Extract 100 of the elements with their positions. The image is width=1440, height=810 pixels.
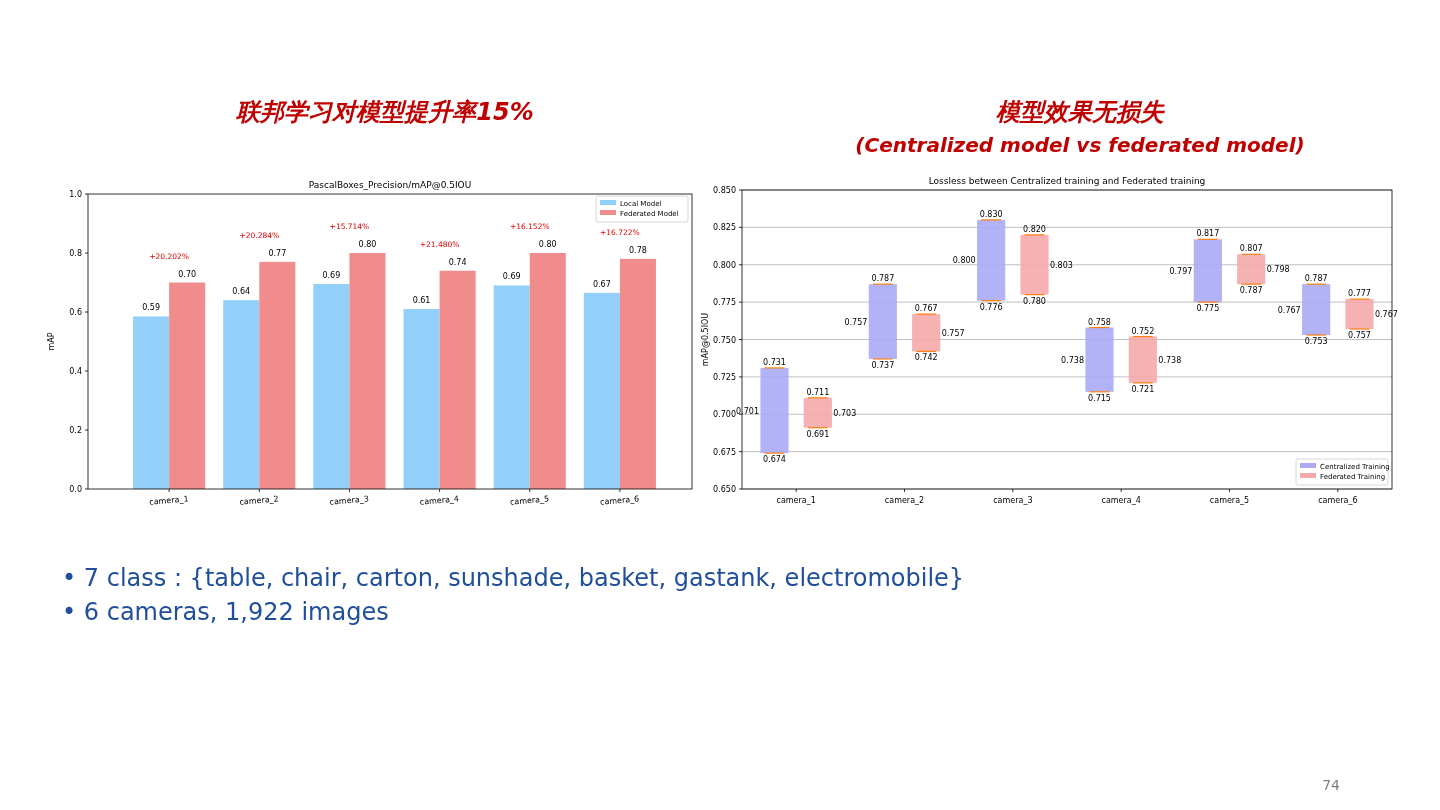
annotation: 0.817: [1196, 229, 1220, 239]
data-label: 0.59: [142, 303, 161, 313]
annotation: 0.731: [763, 357, 786, 367]
annotation: 0.775: [1196, 304, 1220, 314]
y-axis-title: mAP: [47, 332, 56, 351]
x-tick-label: camera_2: [239, 494, 280, 507]
x-tick-label: camera_5: [509, 494, 550, 507]
bar: [1302, 284, 1331, 336]
y-axis-title: mAP@0.5IOU: [701, 312, 710, 367]
y-tick-label: 0.6: [69, 308, 82, 317]
text: Lossless between Centralized training and Federated training: [928, 176, 1206, 186]
annotation: 0.701: [736, 406, 760, 416]
annotation: 0.767: [914, 304, 938, 314]
y-tick-label: 0.750: [713, 335, 736, 345]
y-tick-label: 0.675: [713, 447, 736, 457]
bar: [619, 258, 656, 489]
x-tick-label: camera_3: [329, 494, 370, 507]
bar: [1085, 327, 1114, 392]
annotation: 0.757: [1348, 331, 1371, 341]
x-tick-label: camera_4: [419, 494, 460, 507]
bar: [169, 282, 206, 489]
annotation: 0.738: [1158, 355, 1182, 365]
annotation: 0.767: [1277, 305, 1301, 315]
bar: [223, 300, 260, 489]
annotation: 0.800: [952, 256, 976, 266]
annotation: 0.691: [806, 429, 830, 439]
annotation: 0.767: [1374, 310, 1398, 320]
y-tick-label: 0.2: [69, 426, 82, 435]
annotation: 0.797: [1169, 266, 1193, 276]
data-label: 0.69: [502, 272, 521, 282]
y-tick-label: 0.0: [69, 485, 82, 494]
bar: [912, 314, 941, 352]
annotation: 0.803: [1049, 260, 1073, 270]
bar: [868, 284, 897, 359]
y-tick-label: 0.775: [713, 298, 736, 308]
x-tick-label: camera_1: [776, 496, 816, 505]
data-label: 0.78: [629, 245, 647, 255]
bar: [803, 397, 832, 428]
data-label: 0.77: [268, 248, 287, 258]
data-label: 0.80: [538, 240, 557, 249]
bar: [349, 253, 386, 489]
text: 74: [1322, 777, 1341, 793]
data-label: 0.64: [232, 287, 251, 297]
x-tick-label: camera_2: [884, 496, 925, 505]
chart-title: 模型效果无损失: [995, 98, 1166, 126]
annotation: 0.715: [1088, 393, 1111, 403]
x-tick-label: camera_3: [993, 496, 1033, 505]
annotation: 0.776: [979, 302, 1003, 312]
bar: [1020, 234, 1049, 295]
bar: [529, 253, 566, 489]
data-label: 0.67: [592, 279, 611, 289]
bar: [760, 367, 789, 454]
annotation: 0.737: [871, 360, 895, 370]
annotation: 0.711: [806, 387, 830, 397]
annotation: 0.757: [844, 317, 868, 327]
x-tick-label: camera_6: [1318, 496, 1358, 505]
bar: [1237, 254, 1266, 285]
y-tick-label: 1.0: [69, 190, 82, 199]
x-tick-label: camera_5: [1209, 496, 1250, 505]
annotation: 0.787: [871, 274, 895, 284]
x-tick-label: camera_1: [148, 494, 189, 507]
y-tick-label: 0.700: [713, 410, 736, 420]
annotation: 0.787: [1304, 274, 1328, 284]
chart-subtitle: (Centralized model vs federated model): [855, 133, 1305, 157]
y-tick-label: 0.8: [69, 249, 82, 258]
bar: [133, 316, 170, 489]
bar: [583, 292, 620, 489]
bar: [1128, 336, 1157, 383]
bar: [313, 283, 350, 489]
y-tick-label: 0.4: [69, 367, 82, 376]
y-tick-label: 0.725: [713, 372, 736, 382]
data-label: 0.61: [412, 296, 431, 306]
data-label: 0.80: [358, 240, 377, 249]
annotation: 0.798: [1266, 265, 1290, 275]
data-label: 0.70: [178, 269, 197, 279]
annotation: 0.742: [914, 353, 938, 363]
annotation: 0.721: [1131, 384, 1155, 394]
annotation: 0.738: [1061, 355, 1085, 365]
annotation: 0.674: [763, 455, 786, 465]
annotation: 0.777: [1348, 289, 1371, 299]
data-label: 0.74: [448, 257, 467, 267]
bar: [259, 261, 296, 489]
bar: [1345, 299, 1374, 330]
annotation: 0.757: [941, 328, 965, 338]
y-tick-label: 0.825: [713, 223, 736, 233]
bar: [439, 270, 476, 489]
bar: [493, 285, 530, 489]
annotation: 0.758: [1088, 317, 1111, 327]
annotation: 0.820: [1023, 224, 1046, 234]
annotation: 0.830: [979, 209, 1003, 219]
y-tick-label: 0.800: [713, 260, 736, 270]
x-tick-label: camera_4: [1101, 496, 1141, 505]
annotation: 0.752: [1131, 326, 1155, 336]
annotation: 0.780: [1023, 296, 1046, 306]
bar: [977, 219, 1006, 301]
x-tick-label: camera_6: [599, 494, 640, 507]
annotation: 0.753: [1304, 337, 1328, 347]
annotation: 0.807: [1239, 244, 1263, 254]
annotation: 0.703: [833, 408, 857, 418]
text: • 6 cameras, 1,922 images: [62, 598, 389, 626]
